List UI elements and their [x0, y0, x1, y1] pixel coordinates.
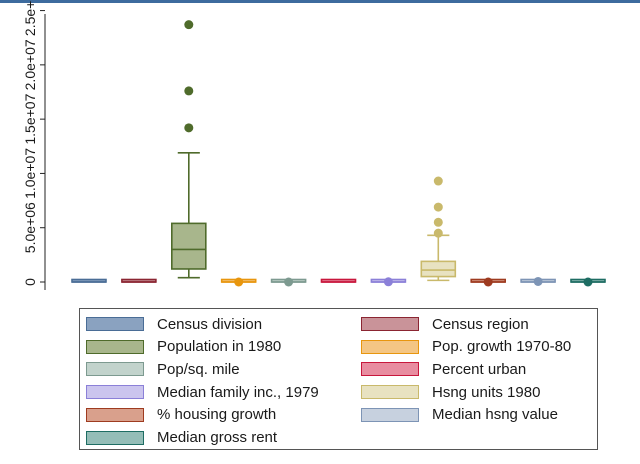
y-axis: 0 5.0e+06 1.0e+07 1.5e+07 2.0e+07 2.5e+07: [22, 0, 46, 290]
box-5: [270, 277, 307, 287]
legend-item: Median gross rent: [86, 429, 277, 447]
legend-label: Percent urban: [432, 360, 527, 378]
outlier-point: [433, 228, 443, 238]
outlier-point: [433, 176, 443, 186]
box-10: [520, 276, 556, 286]
outlier-point: [583, 277, 593, 287]
legend-item: Population in 1980: [86, 338, 281, 356]
legend-label: Median hsng value: [432, 406, 558, 424]
legend-item: Hsng units 1980: [361, 383, 540, 401]
legend-label: Pop/sq. mile: [157, 360, 240, 378]
outlier-point: [383, 277, 393, 287]
outlier-point: [184, 86, 194, 96]
box-2: [121, 278, 157, 283]
legend-item: % housing growth: [86, 406, 276, 424]
box-plot: 0 5.0e+06 1.0e+07 1.5e+07 2.0e+07 2.5e+07: [22, 0, 613, 300]
legend-item: Percent urban: [361, 360, 526, 378]
box-1: [71, 278, 107, 283]
outlier-point: [533, 276, 543, 286]
y-tick-label: 5.0e+06: [22, 202, 38, 253]
box-7: [370, 277, 407, 287]
box-11: [570, 277, 606, 287]
legend: Census division Census region Population i…: [79, 308, 598, 450]
y-tick-label: 2.5e+07: [22, 0, 38, 36]
legend-swatch: [361, 362, 419, 377]
legend-label: Median gross rent: [157, 429, 278, 446]
legend-swatch: [86, 430, 144, 445]
legend-item: Census region: [361, 315, 529, 333]
legend-item: Census division: [86, 315, 262, 333]
legend-label: % housing growth: [157, 406, 277, 424]
legend-swatch: [361, 339, 419, 354]
box-iqr: [420, 260, 457, 278]
legend-swatch: [86, 407, 144, 422]
y-tick-label: 0: [22, 278, 38, 286]
box-3: [171, 20, 207, 279]
box-8: [420, 176, 457, 282]
legend-label: Hsng units 1980: [432, 383, 541, 401]
legend-swatch: [86, 385, 144, 400]
outlier-point: [433, 217, 443, 227]
legend-label: Census region: [432, 315, 529, 333]
legend-swatch: [86, 362, 144, 377]
legend-label: Census division: [157, 315, 263, 333]
y-tick-label: 1.0e+07: [22, 148, 38, 199]
legend-item: Pop/sq. mile: [86, 360, 240, 378]
box-9: [470, 277, 507, 287]
plot-region: [45, 15, 613, 300]
legend-label: Population in 1980: [157, 338, 282, 356]
legend-label: Median family inc., 1979: [157, 383, 319, 401]
outlier-point: [184, 20, 194, 30]
box-iqr: [171, 222, 207, 270]
legend-item: Median family inc., 1979: [86, 383, 319, 401]
outlier-point: [234, 277, 244, 287]
outlier-point: [284, 277, 294, 287]
legend-swatch: [361, 407, 419, 422]
y-tick-label: 1.5e+07: [22, 93, 38, 144]
window-top-border: [0, 0, 640, 3]
outlier-point: [483, 277, 493, 287]
boxes-layer: [71, 20, 606, 287]
legend-label: Pop. growth 1970-80: [432, 338, 572, 356]
box-4: [220, 277, 257, 287]
outlier-point: [433, 202, 443, 212]
y-tick-label: 2.0e+07: [22, 39, 38, 90]
legend-swatch: [86, 317, 144, 331]
legend-item: Median hsng value: [361, 406, 558, 424]
box-6: [320, 278, 357, 283]
legend-swatch: [86, 339, 144, 354]
legend-swatch: [361, 385, 419, 400]
outlier-point: [184, 123, 194, 133]
legend-swatch: [361, 317, 419, 331]
legend-item: Pop. growth 1970-80: [361, 338, 571, 356]
